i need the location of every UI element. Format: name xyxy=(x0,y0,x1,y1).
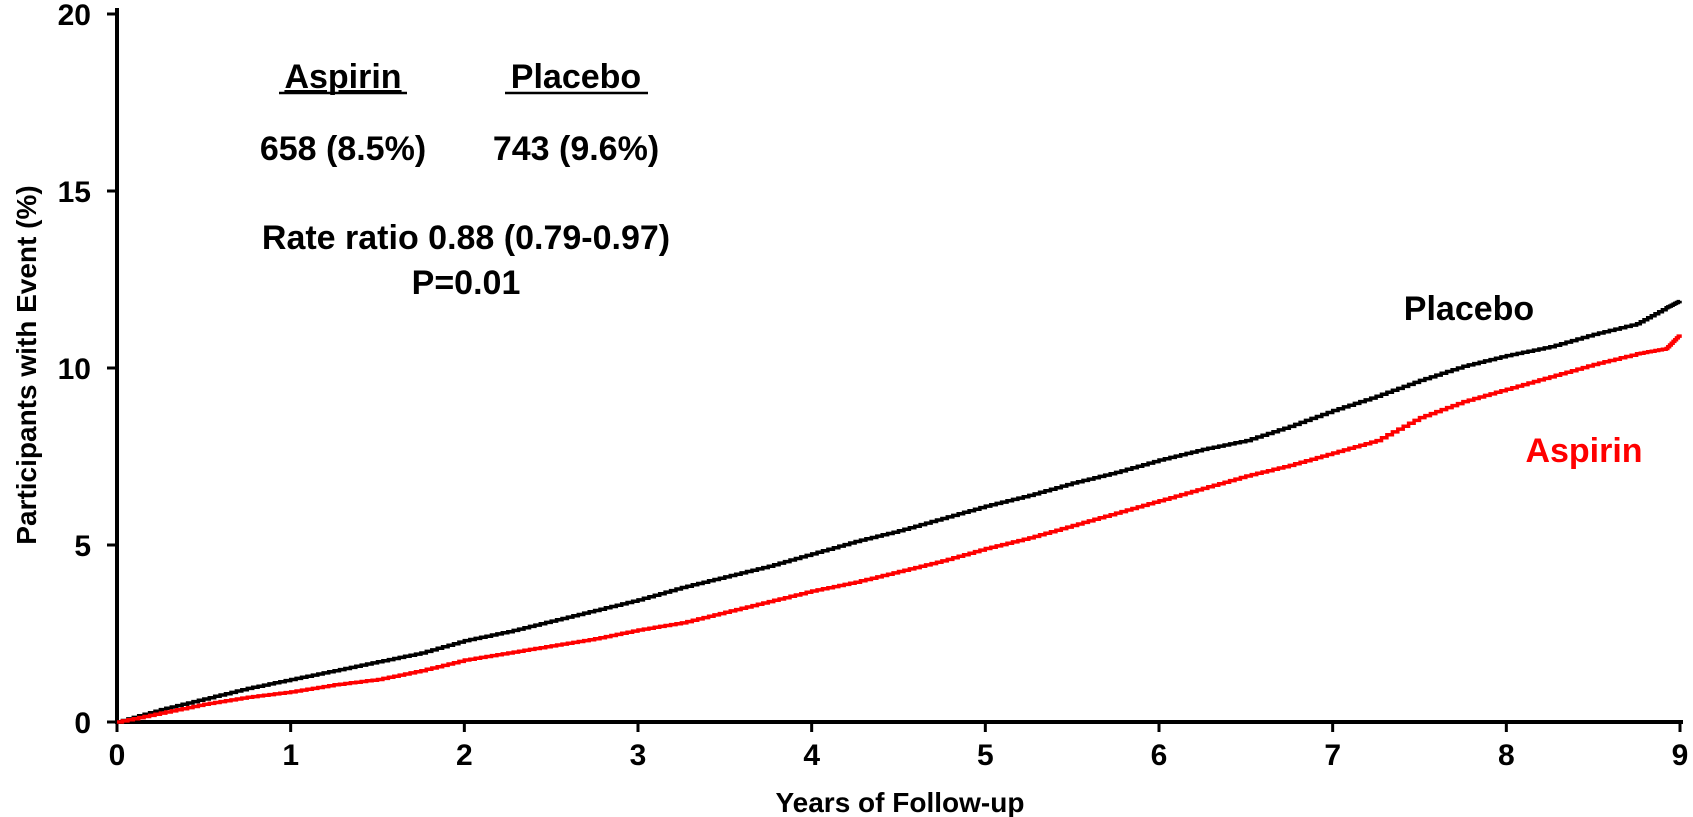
x-tick-label: 4 xyxy=(803,739,820,772)
series-label-placebo: Placebo xyxy=(1404,290,1534,328)
x-tick-label: 3 xyxy=(630,739,647,772)
x-tick-label: 0 xyxy=(109,739,126,772)
x-tick-label: 7 xyxy=(1324,739,1341,772)
y-tick-label: 20 xyxy=(58,0,91,32)
y-tick-label: 5 xyxy=(74,530,91,563)
x-axis-label: Years of Follow-up xyxy=(776,787,1025,817)
series-label-aspirin: Aspirin xyxy=(1525,432,1642,470)
series-line-aspirin xyxy=(117,334,1682,724)
x-tick-label: 5 xyxy=(977,739,994,772)
series-group xyxy=(117,299,1682,724)
count-aspirin: 658 (8.5%) xyxy=(260,130,426,168)
x-tick-label: 8 xyxy=(1498,739,1515,772)
x-tick-label: 1 xyxy=(282,739,299,772)
y-axis-label: Participants with Event (%) xyxy=(11,185,42,544)
y-tick-label: 15 xyxy=(58,176,91,209)
p-value: P=0.01 xyxy=(412,264,521,302)
header-aspirin: Aspirin xyxy=(284,58,401,96)
rate-ratio: Rate ratio 0.88 (0.79-0.97) xyxy=(262,219,670,257)
count-placebo: 743 (9.6%) xyxy=(493,130,659,168)
y-tick-label: 0 xyxy=(74,707,91,740)
header-placebo: Placebo xyxy=(511,58,641,96)
x-tick-label: 6 xyxy=(1151,739,1168,772)
x-tick-label: 2 xyxy=(456,739,473,772)
x-tick-label: 9 xyxy=(1672,739,1689,772)
series-line-placebo xyxy=(117,299,1682,724)
y-tick-label: 10 xyxy=(58,353,91,386)
axes xyxy=(115,8,1683,724)
ticks: 0 1 2 3 4 5 6 7 8 9 0 5 10 15 20 xyxy=(58,0,1689,772)
